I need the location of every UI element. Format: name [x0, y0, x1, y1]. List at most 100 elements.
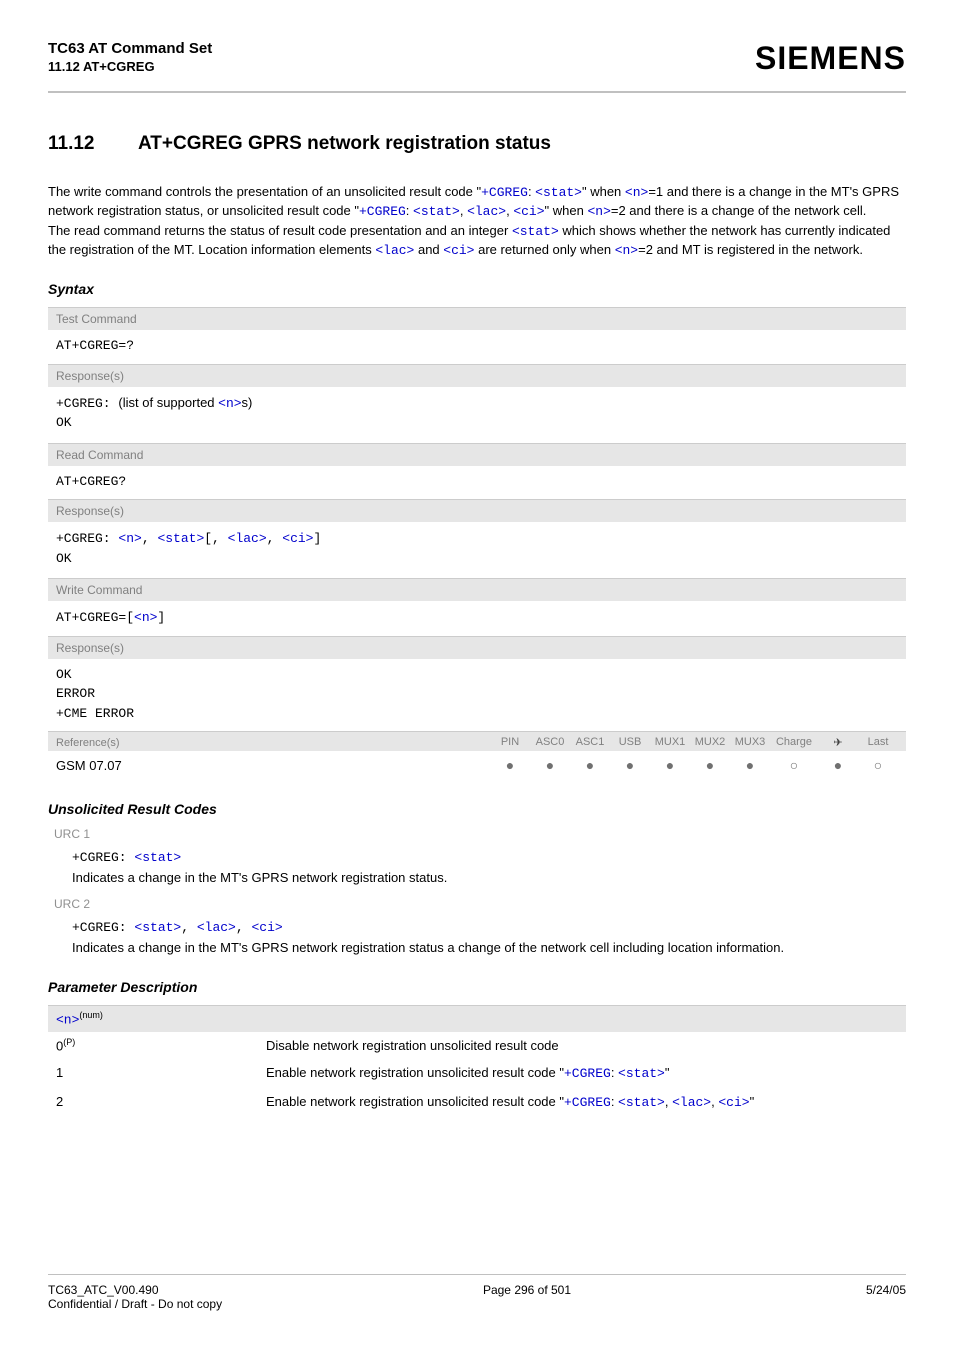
stat-link[interactable]: <stat> — [618, 1095, 665, 1110]
urc-1-desc: Indicates a change in the MT's GPRS netw… — [72, 868, 906, 888]
urc-2-desc: Indicates a change in the MT's GPRS netw… — [72, 938, 906, 958]
dot-6: ● — [730, 757, 770, 773]
urc-heading: Unsolicited Result Codes — [48, 801, 906, 817]
dot-3: ● — [610, 757, 650, 773]
dot-8: ● — [818, 757, 858, 773]
cgreg-link[interactable]: +CGREG — [359, 204, 406, 219]
footer-left: TC63_ATC_V00.490 Confidential / Draft - … — [48, 1283, 348, 1311]
param-heading: Parameter Description — [48, 979, 906, 995]
page-footer: TC63_ATC_V00.490 Confidential / Draft - … — [48, 1274, 906, 1311]
dot-9: ○ — [858, 757, 898, 773]
n-link[interactable]: <n> — [56, 1013, 79, 1028]
test-response-ok: OK — [56, 413, 898, 433]
write-command-box: Write Command AT+CGREG=[<n>] Response(s)… — [48, 578, 906, 731]
col-mux1: MUX1 — [650, 736, 690, 749]
dot-1: ● — [530, 757, 570, 773]
read-response-ok: OK — [56, 549, 898, 569]
reference-header-row: Reference(s) PIN ASC0 ASC1 USB MUX1 MUX2… — [48, 731, 906, 751]
section-number: 11.12 — [48, 133, 138, 155]
ci-link[interactable]: <ci> — [718, 1095, 749, 1110]
write-command-header: Write Command — [48, 578, 906, 601]
section-title: AT+CGREG GPRS network registration statu… — [138, 133, 551, 154]
param-val-0: Disable network registration unsolicited… — [266, 1036, 898, 1056]
write-response-cme: +CME ERROR — [56, 704, 898, 724]
col-charge: Charge — [770, 736, 818, 749]
footer-page-number: Page 296 of 501 — [348, 1283, 706, 1311]
lac-link[interactable]: <lac> — [197, 920, 236, 935]
param-key-0: 0(P) — [56, 1036, 266, 1056]
cgreg-link[interactable]: +CGREG — [564, 1095, 611, 1110]
n-link[interactable]: <n> — [587, 204, 610, 219]
n-link[interactable]: <n> — [625, 185, 648, 200]
test-command-header: Test Command — [48, 307, 906, 330]
dot-2: ● — [570, 757, 610, 773]
ci-link[interactable]: <ci> — [282, 531, 313, 546]
test-command-box: Test Command AT+CGREG=? Response(s) +CGR… — [48, 307, 906, 441]
col-asc0: ASC0 — [530, 736, 570, 749]
urc-1-code: +CGREG: <stat> — [72, 847, 906, 868]
n-link[interactable]: <n> — [118, 531, 141, 546]
read-response-line-1: +CGREG: <n>, <stat>[, <lac>, <ci>] — [56, 528, 898, 549]
lac-link[interactable]: <lac> — [375, 243, 414, 258]
col-pin: PIN — [490, 736, 530, 749]
cgreg-link[interactable]: +CGREG — [481, 185, 528, 200]
write-response-ok: OK — [56, 665, 898, 685]
read-command: AT+CGREG? — [56, 472, 898, 492]
param-val-2: Enable network registration unsolicited … — [266, 1092, 898, 1113]
param-row-0: 0(P) Disable network registration unsoli… — [48, 1032, 906, 1060]
test-response-line-1: +CGREG: (list of supported <n>s) — [56, 393, 898, 414]
urc-1-label: URC 1 — [54, 827, 906, 841]
brand-logo: SIEMENS — [755, 40, 906, 77]
ci-link[interactable]: <ci> — [513, 204, 544, 219]
col-usb: USB — [610, 736, 650, 749]
param-row-2: 2 Enable network registration unsolicite… — [48, 1088, 906, 1117]
doc-section-ref: 11.12 AT+CGREG — [48, 59, 212, 74]
write-response-error: ERROR — [56, 684, 898, 704]
syntax-heading: Syntax — [48, 281, 906, 297]
lac-link[interactable]: <lac> — [672, 1095, 711, 1110]
col-last: Last — [858, 736, 898, 749]
col-mux3: MUX3 — [730, 736, 770, 749]
n-link[interactable]: <n> — [218, 396, 241, 411]
col-mux2: MUX2 — [690, 736, 730, 749]
reference-label: Reference(s) — [56, 737, 490, 749]
ci-link[interactable]: <ci> — [443, 243, 474, 258]
param-row-1: 1 Enable network registration unsolicite… — [48, 1059, 906, 1088]
urc-2-label: URC 2 — [54, 897, 906, 911]
dot-5: ● — [690, 757, 730, 773]
reference-spec: GSM 07.07 — [56, 758, 490, 773]
stat-link[interactable]: <stat> — [618, 1066, 665, 1081]
param-key-2: 2 — [56, 1092, 266, 1113]
stat-link[interactable]: <stat> — [413, 204, 460, 219]
header-left: TC63 AT Command Set 11.12 AT+CGREG — [48, 40, 212, 74]
n-link[interactable]: <n> — [615, 243, 638, 258]
reference-data-row: GSM 07.07 ●●●●●●●○●○ — [48, 751, 906, 779]
dot-4: ● — [650, 757, 690, 773]
col-asc1: ASC1 — [570, 736, 610, 749]
lac-link[interactable]: <lac> — [228, 531, 267, 546]
lac-link[interactable]: <lac> — [467, 204, 506, 219]
stat-link[interactable]: <stat> — [134, 850, 181, 865]
write-response-header: Response(s) — [48, 636, 906, 659]
cgreg-link[interactable]: +CGREG — [564, 1066, 611, 1081]
read-command-box: Read Command AT+CGREG? Response(s) +CGRE… — [48, 443, 906, 577]
intro-paragraph-1: The write command controls the presentat… — [48, 183, 906, 220]
urc-2-code: +CGREG: <stat>, <lac>, <ci> — [72, 917, 906, 938]
write-command: AT+CGREG=[<n>] — [56, 607, 898, 628]
doc-title: TC63 AT Command Set — [48, 40, 212, 57]
test-command: AT+CGREG=? — [56, 336, 898, 356]
param-key-1: 1 — [56, 1063, 266, 1084]
param-n-header: <n>(num) — [48, 1005, 906, 1031]
param-val-1: Enable network registration unsolicited … — [266, 1063, 898, 1084]
intro-paragraph-2: The read command returns the status of r… — [48, 222, 906, 259]
page-header: TC63 AT Command Set 11.12 AT+CGREG SIEME… — [48, 40, 906, 93]
stat-link[interactable]: <stat> — [535, 185, 582, 200]
stat-link[interactable]: <stat> — [134, 920, 181, 935]
dot-7: ○ — [770, 757, 818, 773]
stat-link[interactable]: <stat> — [157, 531, 204, 546]
n-link[interactable]: <n> — [134, 610, 157, 625]
section-heading: 11.12AT+CGREG GPRS network registration … — [48, 133, 906, 155]
stat-link[interactable]: <stat> — [512, 224, 559, 239]
read-command-header: Read Command — [48, 443, 906, 466]
ci-link[interactable]: <ci> — [251, 920, 282, 935]
